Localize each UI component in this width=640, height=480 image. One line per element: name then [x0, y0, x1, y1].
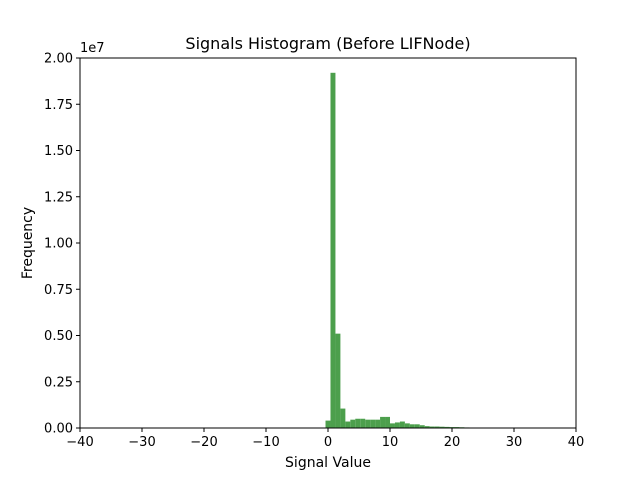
histogram-bar	[444, 426, 450, 428]
histogram-bar	[424, 426, 430, 428]
histogram-bar	[345, 421, 351, 428]
y-tick-label: 2.00	[44, 52, 73, 67]
y-tick-label: 1.00	[44, 237, 73, 252]
y-tick-label: 0.75	[44, 283, 73, 298]
x-tick-label: 40	[568, 435, 585, 450]
histogram-bar	[365, 419, 371, 428]
y-tick-label: 1.50	[44, 144, 73, 159]
histogram-bar	[439, 426, 445, 428]
x-axis-title: Signal Value	[285, 455, 371, 471]
histogram-bar	[394, 422, 400, 428]
x-tick-label: 20	[444, 435, 461, 450]
histogram-bar	[370, 419, 376, 428]
x-tick-label: −40	[66, 435, 93, 450]
histogram-bar	[434, 426, 440, 428]
y-tick-label: 1.75	[44, 98, 73, 113]
histogram-bar	[429, 426, 435, 428]
ticks-layer: −40 −30 −20 −10 0 10 20 30 40 0.00 0.25 0.50 0.75 1.0…	[44, 52, 584, 451]
y-tick-label: 1.25	[44, 190, 73, 205]
histogram-bar	[360, 418, 366, 428]
y-tick-label: 0.50	[44, 329, 73, 344]
histogram-bar	[330, 72, 336, 429]
y-tick-label: 0.00	[44, 422, 73, 437]
y-multiplier-label: 1e7	[80, 41, 105, 56]
x-tick-label: 0	[324, 435, 332, 450]
histogram-bar	[414, 424, 420, 428]
histogram-bar	[340, 408, 346, 428]
histogram-bar	[404, 423, 410, 428]
plot-frame	[79, 57, 577, 429]
chart-title: Signals Histogram (Before LIFNode)	[185, 34, 470, 53]
y-axis-title: Frequency	[20, 207, 36, 279]
histogram-bar	[335, 333, 341, 428]
x-tick-label: −20	[190, 435, 217, 450]
histogram-bar	[409, 424, 415, 428]
x-tick-label: −10	[252, 435, 279, 450]
histogram-bar	[399, 421, 405, 428]
histogram-bar	[355, 418, 361, 428]
histogram-bar	[380, 416, 386, 428]
x-tick-label: 10	[382, 435, 399, 450]
y-tick-label: 0.25	[44, 375, 73, 390]
histogram-bar	[350, 419, 356, 428]
histogram-bar	[385, 416, 390, 428]
x-tick-label: −30	[128, 435, 155, 450]
histogram-bar	[419, 425, 425, 428]
bars-layer	[325, 72, 470, 429]
x-tick-label: 30	[506, 435, 523, 450]
histogram-bar	[325, 420, 331, 428]
histogram-bar	[390, 423, 395, 428]
histogram-bar	[375, 419, 381, 428]
